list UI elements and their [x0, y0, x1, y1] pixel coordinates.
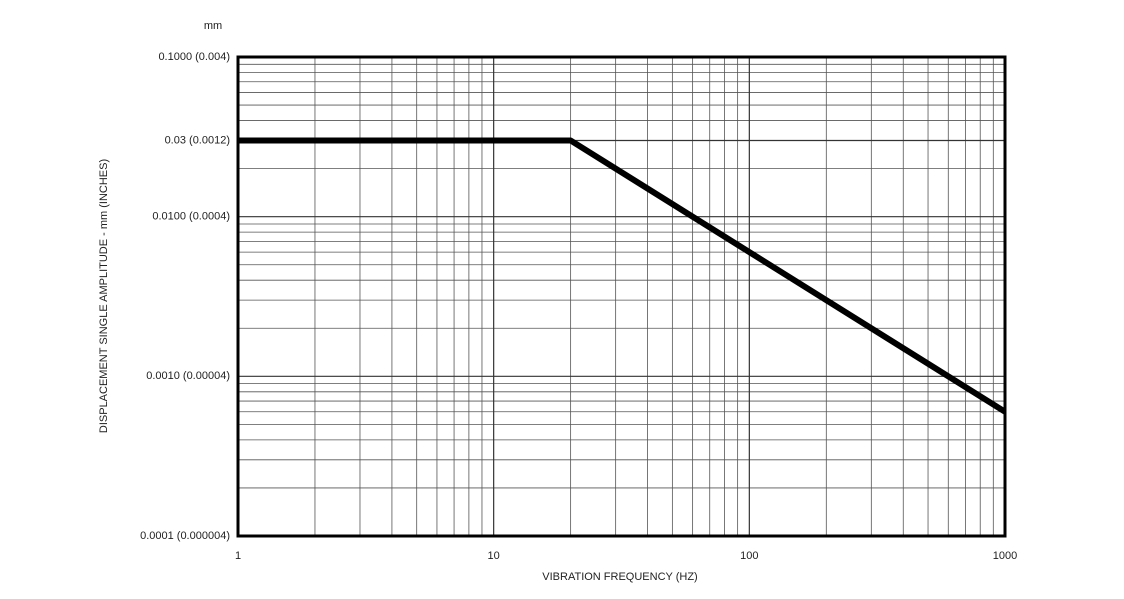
y-tick-label: 0.1000 (0.004): [158, 51, 230, 63]
data-line: [238, 137, 1007, 415]
x-axis-label: VIBRATION FREQUENCY (HZ): [542, 571, 697, 583]
x-tick-label: 10: [488, 550, 500, 562]
y-tick-label: 0.03 (0.0012): [165, 134, 230, 146]
y-axis-label: DISPLACEMENT SINGLE AMPLITUDE - mm (INCH…: [98, 159, 110, 433]
y-unit-label: mm: [204, 20, 222, 32]
y-tick-label: 0.0100 (0.0004): [152, 211, 230, 223]
x-tick-label: 1: [235, 550, 241, 562]
x-tick-label: 100: [740, 550, 758, 562]
y-tick-label: 0.0001 (0.000004): [140, 530, 230, 542]
y-tick-label: 0.0010 (0.00004): [146, 370, 230, 382]
plot-frame: [236, 55, 1007, 538]
x-tick-label: 1000: [993, 550, 1017, 562]
